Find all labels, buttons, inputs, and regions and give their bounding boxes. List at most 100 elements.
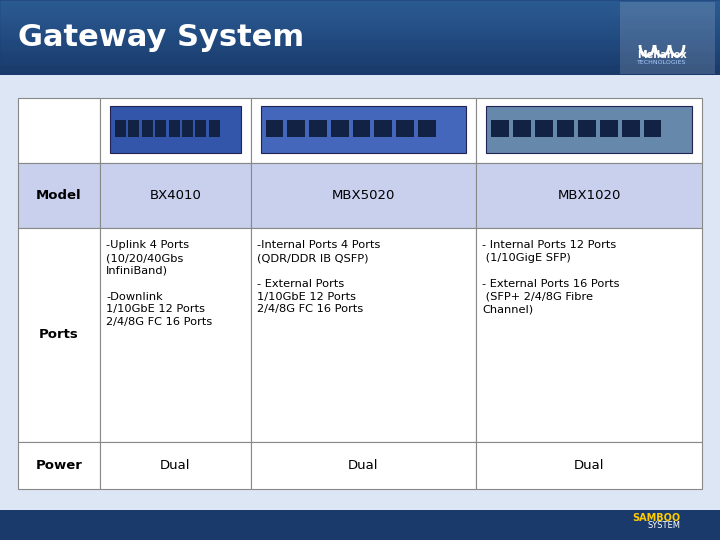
FancyBboxPatch shape xyxy=(557,120,575,137)
Bar xyxy=(0,71,720,72)
Bar xyxy=(0,46,720,47)
Bar xyxy=(0,68,720,69)
Bar xyxy=(0,17,720,18)
FancyBboxPatch shape xyxy=(374,120,392,137)
FancyBboxPatch shape xyxy=(0,0,720,75)
FancyBboxPatch shape xyxy=(309,120,327,137)
Text: Power: Power xyxy=(35,459,83,472)
Text: TECHNOLOGIES: TECHNOLOGIES xyxy=(637,60,687,65)
Text: SAMBOO: SAMBOO xyxy=(632,513,680,523)
Text: Dual: Dual xyxy=(348,459,379,472)
FancyBboxPatch shape xyxy=(100,228,251,442)
Text: SYSTEM: SYSTEM xyxy=(647,522,680,530)
FancyBboxPatch shape xyxy=(578,120,596,137)
Bar xyxy=(0,65,720,66)
FancyBboxPatch shape xyxy=(266,120,284,137)
Bar xyxy=(0,49,720,50)
Bar xyxy=(0,28,720,29)
Bar xyxy=(0,58,720,59)
Bar xyxy=(0,44,720,45)
FancyBboxPatch shape xyxy=(209,120,220,137)
Bar xyxy=(0,21,720,22)
Bar xyxy=(0,67,720,68)
FancyBboxPatch shape xyxy=(396,120,414,137)
Bar xyxy=(0,61,720,62)
Bar xyxy=(0,30,720,31)
Bar xyxy=(0,36,720,37)
Bar xyxy=(0,33,720,34)
FancyBboxPatch shape xyxy=(251,163,477,228)
Text: Model: Model xyxy=(36,189,82,202)
Bar xyxy=(0,12,720,13)
Bar xyxy=(0,50,720,51)
FancyBboxPatch shape xyxy=(18,98,100,163)
Bar xyxy=(0,52,720,53)
Bar xyxy=(0,53,720,54)
Bar xyxy=(0,40,720,41)
FancyBboxPatch shape xyxy=(620,2,715,74)
Bar xyxy=(0,9,720,10)
FancyBboxPatch shape xyxy=(287,120,305,137)
Bar xyxy=(0,26,720,27)
Bar xyxy=(0,60,720,61)
Bar xyxy=(0,63,720,64)
Bar xyxy=(0,31,720,32)
Text: Dual: Dual xyxy=(574,459,604,472)
FancyBboxPatch shape xyxy=(477,442,702,489)
Bar xyxy=(0,62,720,63)
FancyBboxPatch shape xyxy=(477,163,702,228)
FancyBboxPatch shape xyxy=(622,120,639,137)
Bar xyxy=(0,18,720,19)
FancyBboxPatch shape xyxy=(195,120,207,137)
Bar xyxy=(0,73,720,74)
Bar xyxy=(0,39,720,40)
Bar xyxy=(0,64,720,65)
FancyBboxPatch shape xyxy=(251,98,477,163)
Bar xyxy=(0,35,720,36)
Text: Mellanox: Mellanox xyxy=(637,50,687,60)
Text: BX4010: BX4010 xyxy=(149,189,202,202)
Bar xyxy=(0,13,720,14)
FancyBboxPatch shape xyxy=(128,120,140,137)
Bar xyxy=(0,4,720,5)
Text: Gateway System: Gateway System xyxy=(18,24,304,52)
Text: -Internal Ports 4 Ports
(QDR/DDR IB QSFP)

- External Ports
1/10GbE 12 Ports
2/4: -Internal Ports 4 Ports (QDR/DDR IB QSFP… xyxy=(256,240,380,314)
Text: MBX5020: MBX5020 xyxy=(332,189,395,202)
FancyBboxPatch shape xyxy=(535,120,552,137)
Bar xyxy=(0,43,720,44)
FancyBboxPatch shape xyxy=(110,106,240,153)
Bar xyxy=(0,19,720,20)
FancyBboxPatch shape xyxy=(115,120,126,137)
Bar xyxy=(0,54,720,55)
Bar xyxy=(0,22,720,23)
Bar xyxy=(0,25,720,26)
Text: Dual: Dual xyxy=(160,459,191,472)
Bar xyxy=(0,72,720,73)
FancyBboxPatch shape xyxy=(168,120,179,137)
FancyBboxPatch shape xyxy=(418,120,436,137)
Bar xyxy=(0,1,720,2)
FancyBboxPatch shape xyxy=(251,228,477,442)
Bar xyxy=(0,45,720,46)
Bar xyxy=(0,15,720,16)
Bar xyxy=(0,14,720,15)
Bar xyxy=(0,11,720,12)
Bar xyxy=(0,57,720,58)
FancyBboxPatch shape xyxy=(0,75,720,510)
Bar xyxy=(0,59,720,60)
Bar xyxy=(0,37,720,38)
FancyBboxPatch shape xyxy=(100,163,251,228)
Bar xyxy=(0,6,720,7)
Bar xyxy=(0,0,720,1)
Bar xyxy=(0,74,720,75)
Bar xyxy=(0,41,720,42)
Bar xyxy=(0,42,720,43)
FancyBboxPatch shape xyxy=(477,98,702,163)
Bar xyxy=(0,29,720,30)
FancyBboxPatch shape xyxy=(477,228,702,442)
FancyBboxPatch shape xyxy=(353,120,370,137)
FancyBboxPatch shape xyxy=(156,120,166,137)
FancyBboxPatch shape xyxy=(0,510,720,540)
Bar xyxy=(0,48,720,49)
Text: MBX1020: MBX1020 xyxy=(557,189,621,202)
